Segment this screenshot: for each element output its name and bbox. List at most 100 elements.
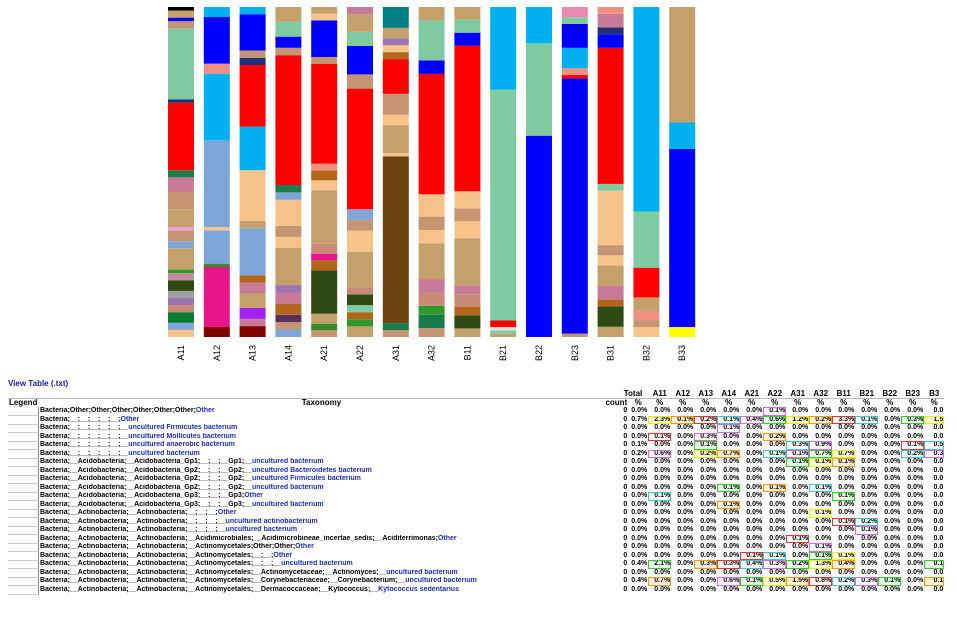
pct-cell: 0.0% [723,526,740,533]
taxonomy-leaf-link[interactable]: Other [120,415,140,423]
total-pct-cell: 0.0% [631,543,648,550]
pct-cell: 0.0% [723,551,740,559]
bar-segment-b11-1 [454,315,481,329]
taxonomy-path: Bacteria;__;__;__;__;__;__ [39,432,129,440]
pct-cell: 0.0% [884,492,901,499]
header-pct-a11: % [648,398,672,407]
bar-segment-a11-13 [168,209,194,227]
taxonomy-leaf-link[interactable]: uncultured actinobacterium [225,517,318,525]
bar-segment-b23-4 [561,47,588,69]
table-row: Bacteria;__Acidobacteria;__Acidobacteria… [8,492,944,501]
bar-segment-a13-8 [239,170,266,221]
pct-cell: 0.0% [654,585,671,593]
legend-swatch [8,424,39,433]
taxonomy-leaf-link[interactable]: uncultured bacterium [386,568,458,576]
legend-swatch [8,534,39,544]
pct-cell: 0.0% [723,407,740,414]
pct-cell: 0.0% [884,585,901,593]
pct-cell: 1.2% [786,415,810,424]
table-row: Bacteria;__Acidobacteria;__Acidobacteria… [8,466,944,476]
taxonomy-leaf-link[interactable]: Other [195,407,215,414]
bar-segment-a11-14 [168,191,194,210]
pct-cell: 0.2% [809,415,833,424]
pct-cell: 0.0% [746,568,763,576]
pct-cell: 0.1% [740,551,764,560]
pct-cell: 0.0% [861,407,878,414]
taxonomy-leaf-link[interactable]: Other [437,534,457,542]
bar-segment-a14-15 [275,21,302,37]
pct-cell: 0.0% [815,534,832,542]
pct-cell: 0.0% [654,534,671,542]
total-pct-cell: 0.4% [631,577,648,584]
pct-cell: 0.0% [815,432,832,440]
legend-swatch [8,500,39,510]
x-tick-label-b21: B21 [498,345,508,361]
table-row: Bacteria;__Acidobacteria;__Acidobacteria… [8,500,944,510]
pct-cell: 0.0% [723,432,740,440]
taxonomy-leaf-link[interactable]: uncultured anaerobic bacterium [128,441,235,448]
bar-segment-b32-6 [633,7,660,212]
bar-segment-b11-5 [454,238,481,286]
bar-segment-b31-3 [597,285,624,300]
count-cell: 0 [623,577,628,584]
pct-cell: 0.0% [907,577,924,584]
pct-cell: 0.0% [907,432,924,440]
taxonomy-leaf-link[interactable]: Other [217,509,237,516]
view-table-link[interactable]: View Table (.txt) [8,379,69,388]
bar-segment-a12-6 [203,73,230,141]
count-cell: 0 [623,415,628,423]
pct-cell: 0.1% [832,551,856,560]
count-cell: 0 [623,585,628,593]
taxonomy-leaf-link[interactable]: uncultured Firmicutes bacterium [128,424,238,431]
pct-cell: 0.0% [838,568,855,576]
total-pct-cell: 0.0% [631,483,648,491]
taxonomy-leaf-link[interactable]: uncultured bacterium [225,526,298,533]
pct-cell: 0.0% [746,407,763,414]
taxonomy-leaf-link[interactable]: uncultured bacterium [281,560,353,567]
x-tick-label-b22: B22 [534,345,544,361]
pct-cell: 0.4% [740,415,764,424]
taxonomy-leaf-link[interactable]: uncultured Bacteroidetes bacterium [252,466,372,474]
bar-segment-b32-5 [633,211,660,268]
total-pct-cell: 0.7% [631,415,648,423]
pct-cell: 0.0% [861,466,878,474]
header-sample-a21: A21 [744,390,760,398]
taxonomy-leaf-link[interactable]: uncultured bacterium [252,500,324,508]
pct-cell: 0.0% [700,577,717,584]
table-row: Bacteria;__;__;__;__;__;__uncultured Fir… [8,424,944,433]
pct-cell: 0.6% [648,449,672,458]
taxonomy-leaf-link[interactable]: uncultured bacterium [252,458,324,465]
pct-cell: 0.0% [746,424,763,431]
legend-swatch [8,517,39,527]
pct-cell: 0.0% [792,526,809,533]
pct-cell: 0.0% [746,492,763,499]
taxonomy-leaf-link[interactable]: Other [295,543,314,550]
header-pct-a22: % [763,398,787,407]
taxonomy-path: Bacteria;__Actinobacteria;__Actinobacter… [39,585,379,593]
bar-segment-a22-5 [347,287,373,295]
taxonomy-leaf-link[interactable]: Other [244,492,263,499]
bar-segment-b11-2 [454,307,481,316]
header-pct-a12: % [671,398,695,407]
taxonomy-leaf-link[interactable]: uncultured bacterium [252,483,324,491]
bar-segment-a22-11 [347,74,373,89]
taxonomy-leaf-link[interactable]: uncultured bacterium [405,577,477,584]
taxonomy-cell: Bacteria;__Actinobacteria;__Actinobacter… [38,509,604,518]
taxonomy-leaf-link[interactable]: uncultured bacterium [128,449,200,457]
bar-segment-b31-11 [597,27,624,35]
count-cell: 0 [623,500,628,508]
taxonomy-cell: Bacteria;__;__;__;__;__;__uncultured Mol… [38,433,604,442]
pct-cell: 0.0% [792,543,809,550]
pct-cell: 0.1% [671,415,695,424]
pct-cell: 0.0% [723,568,740,576]
taxonomy-leaf-link[interactable]: uncultured Mollicutes bacterium [128,432,237,440]
bar-segment-a12-5 [203,140,230,227]
taxonomy-leaf-link[interactable]: Kytococcus sedentarius [378,585,459,593]
bar-segment-a21-7 [311,190,338,244]
bar-segment-b31-4 [597,265,624,286]
taxonomy-leaf-link[interactable]: Other [273,551,293,559]
pct-cell: 0.0% [884,458,901,465]
taxonomy-leaf-link[interactable]: uncultured Firmicutes bacterium [252,475,361,482]
pct-cell: 0.0% [700,517,717,525]
bar-segment-a11-12 [168,227,194,231]
